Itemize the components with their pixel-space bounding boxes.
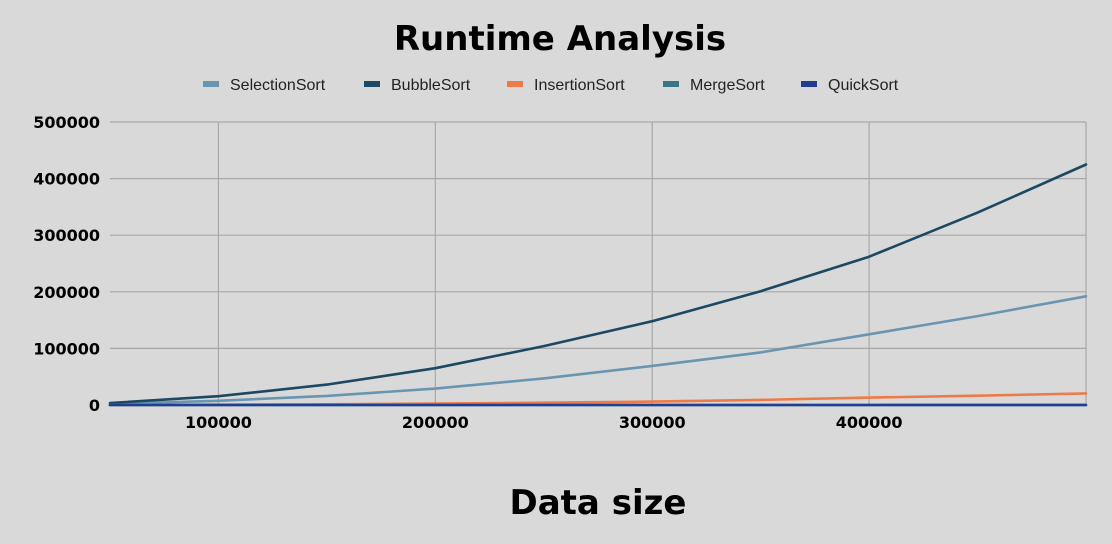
chart-title: Runtime Analysis: [394, 19, 726, 59]
legend-swatch: [203, 81, 219, 87]
legend-label: MergeSort: [690, 77, 765, 94]
legend-label: BubbleSort: [391, 77, 471, 94]
chart-legend: SelectionSort BubbleSort InsertionSort Merg…: [203, 77, 899, 94]
x-axis-ticks: 100000 200000 300000 400000: [185, 413, 902, 432]
series-line-selectionsort: [108, 294, 1088, 406]
y-axis-ticks: 0 100000 200000 300000 400000 500000: [33, 113, 100, 415]
legend-item-bubblesort: BubbleSort: [364, 77, 471, 94]
x-tick-label: 400000: [836, 413, 903, 432]
chart-grid: [110, 121, 1087, 406]
legend-item-mergesort: MergeSort: [663, 77, 765, 94]
legend-label: QuickSort: [828, 77, 899, 94]
x-tick-label: 200000: [402, 413, 469, 432]
legend-label: SelectionSort: [230, 77, 326, 94]
legend-label: InsertionSort: [534, 77, 625, 94]
y-tick-label: 200000: [33, 283, 100, 302]
x-axis-label: Data size: [510, 483, 687, 523]
y-tick-label: 100000: [33, 339, 100, 358]
legend-swatch: [663, 81, 679, 87]
y-tick-label: 0: [89, 396, 100, 415]
y-tick-label: 400000: [33, 170, 100, 189]
x-tick-label: 300000: [619, 413, 686, 432]
series-line-bubblesort: [108, 163, 1088, 405]
legend-item-quicksort: QuickSort: [801, 77, 899, 94]
legend-item-selectionsort: SelectionSort: [203, 77, 326, 94]
y-tick-label: 300000: [33, 226, 100, 245]
y-tick-label: 500000: [33, 113, 100, 132]
legend-swatch: [507, 81, 523, 87]
legend-swatch: [801, 81, 817, 87]
chart-series: [108, 163, 1088, 407]
legend-swatch: [364, 81, 380, 87]
legend-item-insertionsort: InsertionSort: [507, 77, 625, 94]
x-tick-label: 100000: [185, 413, 252, 432]
